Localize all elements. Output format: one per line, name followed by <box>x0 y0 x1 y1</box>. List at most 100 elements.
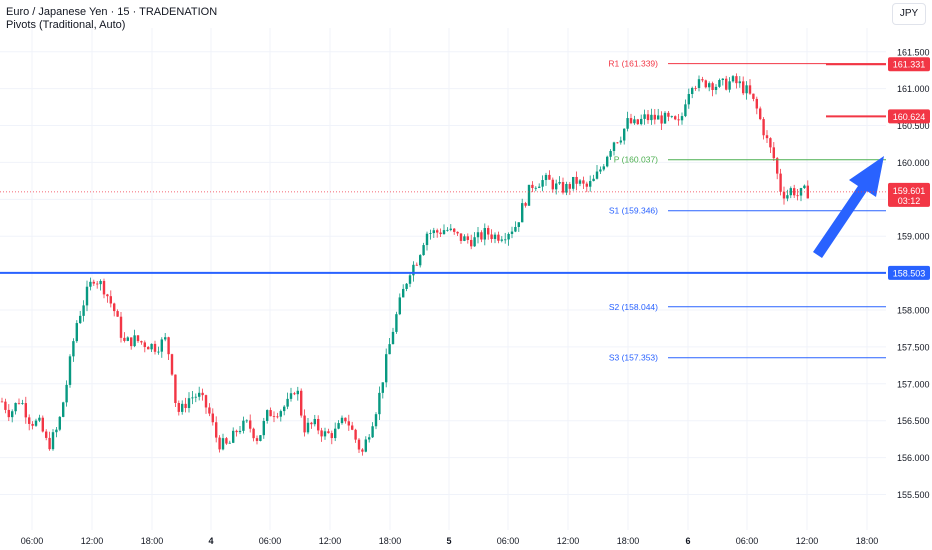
y-tick-label: 156.500 <box>897 416 930 426</box>
candle-body <box>725 78 728 90</box>
candle-body <box>748 85 752 94</box>
candle-body <box>721 78 724 80</box>
candle-body <box>636 119 639 125</box>
candle-body <box>759 108 762 120</box>
candle-body <box>646 114 650 121</box>
candle-body <box>96 283 99 285</box>
candle-body <box>779 173 782 192</box>
candle-body <box>738 81 741 84</box>
candle-body <box>262 420 265 436</box>
candle-body <box>623 128 626 141</box>
candle-body <box>606 156 609 167</box>
x-tick-label: 6 <box>685 536 690 546</box>
candle-body <box>476 232 480 238</box>
level-price-tag <box>888 109 930 124</box>
candle-body <box>531 184 534 189</box>
x-tick-label: 18:00 <box>141 536 164 546</box>
pivot-label: S3 (157.353) <box>609 353 658 363</box>
candle-body <box>157 351 160 353</box>
candle-body <box>313 418 316 425</box>
candle-body <box>181 403 184 412</box>
candle-body <box>425 233 429 246</box>
candle-body <box>558 182 561 184</box>
candle-body <box>388 344 391 355</box>
last-price-countdown: 03:12 <box>898 196 921 206</box>
candle-body <box>762 119 765 136</box>
candle-body <box>534 187 537 189</box>
candle-body <box>728 81 731 90</box>
pivot-label: S2 (158.044) <box>609 302 658 312</box>
candle-body <box>351 425 354 430</box>
candle-body <box>272 416 276 417</box>
candle-body <box>507 233 510 240</box>
level-price-text: 161.331 <box>893 60 926 70</box>
candle-body <box>694 87 697 89</box>
candle-body <box>680 116 684 121</box>
candle-body <box>310 422 313 425</box>
candle-body <box>711 83 714 90</box>
candle-body <box>82 305 85 316</box>
candle-body <box>31 423 34 426</box>
candle-body <box>191 397 194 399</box>
candle-body <box>609 150 612 157</box>
candle-body <box>303 415 306 433</box>
y-tick-label: 155.500 <box>897 490 930 500</box>
candle-body <box>772 147 775 159</box>
candle-body <box>490 234 493 239</box>
chart-grid <box>0 28 886 530</box>
y-tick-label: 158.000 <box>897 306 930 316</box>
x-tick-label: 06:00 <box>497 536 520 546</box>
indicator-label[interactable]: Pivots (Traditional, Auto) <box>6 19 126 31</box>
candle-body <box>24 403 27 418</box>
candle-body <box>381 382 384 393</box>
candle-body <box>660 115 663 124</box>
candle-body <box>51 432 55 450</box>
candle-body <box>504 239 507 241</box>
candle-body <box>72 341 75 357</box>
candle-body <box>612 142 616 151</box>
candle-body <box>674 116 677 120</box>
candle-body <box>296 390 299 395</box>
currency-button[interactable]: JPY <box>892 3 926 25</box>
candle-body <box>697 79 701 88</box>
candle-body <box>337 423 340 429</box>
candle-body <box>11 411 14 418</box>
candle-body <box>653 114 656 120</box>
candle-body <box>276 416 279 418</box>
candle-body <box>38 417 41 421</box>
arrow-shape <box>813 156 884 258</box>
candle-body <box>453 228 456 232</box>
candle-body <box>776 158 779 174</box>
candle-body <box>640 118 643 125</box>
candle-body <box>187 398 191 409</box>
candle-body <box>119 316 123 338</box>
candle-body <box>194 396 197 398</box>
candle-body <box>300 390 303 416</box>
candle-body <box>245 420 248 422</box>
candle-body <box>473 237 476 247</box>
candle-body <box>65 384 68 403</box>
candle-body <box>378 392 381 415</box>
candle-body <box>459 233 463 241</box>
candle-body <box>657 115 660 120</box>
candle-body <box>361 449 364 452</box>
candle-body <box>89 281 92 287</box>
candle-body <box>249 420 252 429</box>
candle-body <box>14 402 17 412</box>
candle-body <box>130 337 133 347</box>
candle-body <box>497 234 500 241</box>
candle-body <box>269 410 272 417</box>
pivot-label: S1 (159.346) <box>609 206 658 216</box>
x-tick-label: 12:00 <box>81 536 104 546</box>
horizontal-levels[interactable]: 161.331 160.624 158.503 <box>0 57 930 280</box>
trend-arrow[interactable] <box>813 156 884 258</box>
pivot-label: R1 (161.339) <box>608 59 658 69</box>
candle-body <box>793 188 796 196</box>
candle-body <box>521 203 524 223</box>
candle-body <box>463 236 466 241</box>
candle-body <box>742 81 745 94</box>
candle-body <box>412 264 415 276</box>
candle-body <box>177 403 180 412</box>
candle-body <box>419 255 422 266</box>
